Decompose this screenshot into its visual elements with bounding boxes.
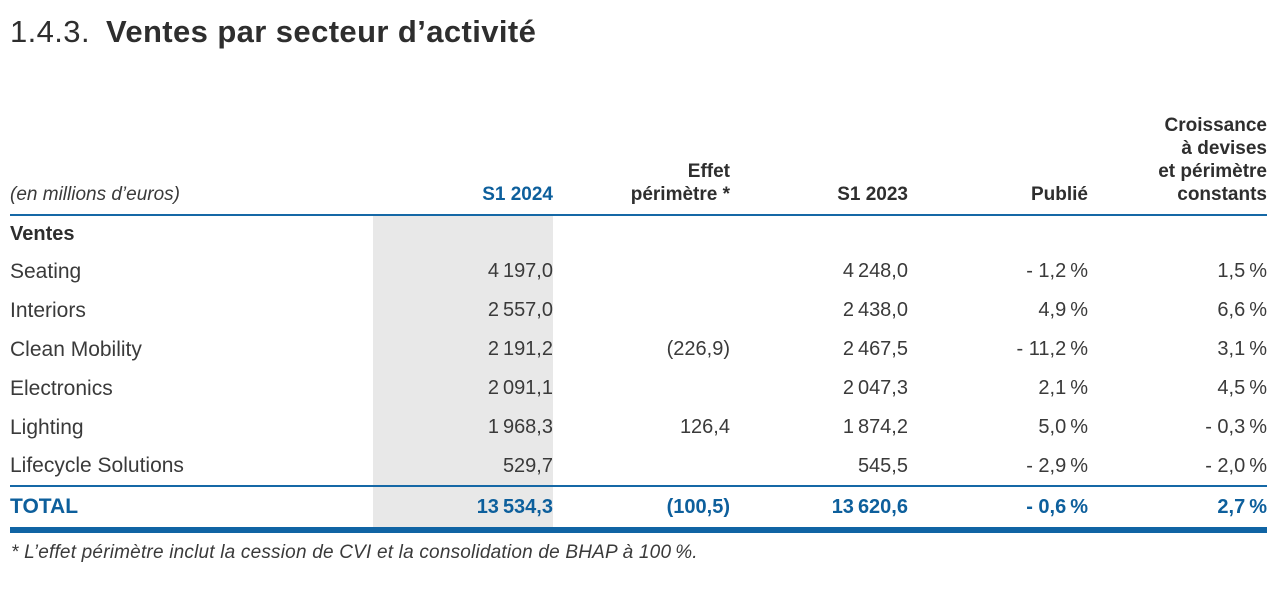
cell-s1-2023: 1 874,2	[842, 416, 908, 438]
cell-publie: - 1,2 %	[1026, 260, 1088, 282]
cell-s1-2023: 2 467,5	[842, 338, 908, 360]
cell-s1-2023: 545,5	[857, 454, 908, 477]
cell-s1-2024: 2 191,2	[373, 330, 553, 369]
section-row-label: Ventes	[10, 222, 75, 245]
cell-s1-2024: 2 557,0	[373, 291, 553, 330]
cell-effet-perimetre	[553, 369, 730, 408]
row-label: Electronics	[10, 376, 113, 400]
cell-publie: 5,0 %	[1038, 416, 1088, 438]
table-row: Lighting 1 968,3 126,4 1 874,2 5,0 % - 0…	[10, 408, 1267, 447]
cell-effet-perimetre: (226,9)	[666, 338, 730, 360]
empty-cell	[553, 215, 730, 252]
section-row: Ventes	[10, 215, 1267, 252]
empty-cell	[373, 215, 553, 252]
row-label: Seating	[10, 259, 82, 283]
total-croissance: 2,7 %	[1088, 485, 1267, 533]
section-title: Ventes par secteur d’activité	[105, 14, 537, 49]
cell-s1-2024: 1 968,3	[373, 408, 553, 447]
cell-croissance: 1,5 %	[1217, 260, 1267, 282]
cell-s1-2024: 4 197,0	[373, 252, 553, 291]
empty-cell	[730, 215, 908, 252]
cell-effet-perimetre	[553, 447, 730, 486]
cell-croissance: - 0,3 %	[1205, 416, 1267, 438]
cell-s1-2024: 529,7	[373, 447, 553, 486]
cell-publie: - 2,9 %	[1026, 454, 1088, 477]
empty-cell	[908, 215, 1088, 252]
footnote: * L’effet périmètre inclut la cession de…	[11, 542, 698, 563]
cell-croissance: - 2,0 %	[1205, 454, 1267, 477]
table-row: Lifecycle Solutions 529,7 545,5 - 2,9 % …	[10, 447, 1267, 486]
table-header: (en millions d’euros) S1 2024 Effet péri…	[10, 114, 1267, 216]
cell-s1-2024: 2 091,1	[373, 369, 553, 408]
table-row: Clean Mobility 2 191,2 (226,9) 2 467,5 -…	[10, 330, 1267, 369]
total-publie: - 0,6 %	[908, 485, 1088, 533]
table-row: Electronics 2 091,1 2 047,3 2,1 % 4,5 %	[10, 369, 1267, 408]
section-number: 1.4.3.	[10, 14, 90, 49]
cell-s1-2023: 4 248,0	[842, 260, 908, 282]
row-label: Lifecycle Solutions	[10, 454, 184, 477]
total-s1-2023: 13 620,6	[730, 485, 908, 533]
col-header-s1-2024: S1 2024	[373, 114, 553, 216]
total-row: TOTAL 13 534,3 (100,5) 13 620,6 - 0,6 % …	[10, 485, 1267, 533]
cell-croissance: 4,5 %	[1217, 377, 1267, 399]
unit-label: (en millions d’euros)	[10, 114, 373, 216]
row-label: Clean Mobility	[10, 337, 142, 361]
total-label: TOTAL	[10, 485, 373, 533]
total-effet-perimetre: (100,5)	[553, 485, 730, 533]
sales-by-sector-table: (en millions d’euros) S1 2024 Effet péri…	[10, 114, 1267, 533]
col-header-croissance: Croissance à devises et périmètre consta…	[1088, 114, 1267, 216]
cell-effet-perimetre: 126,4	[679, 416, 730, 438]
cell-publie: 2,1 %	[1038, 377, 1088, 399]
cell-publie: - 11,2 %	[1016, 338, 1088, 360]
cell-croissance: 6,6 %	[1217, 299, 1267, 321]
cell-publie: 4,9 %	[1038, 299, 1088, 321]
col-header-publie: Publié	[908, 114, 1088, 216]
table-row: Seating 4 197,0 4 248,0 - 1,2 % 1,5 %	[10, 252, 1267, 291]
table-body: Ventes Seating 4 197,0 4 248,0 - 1,2 % 1…	[10, 215, 1267, 533]
cell-s1-2023: 2 438,0	[842, 299, 908, 321]
cell-effet-perimetre	[553, 291, 730, 330]
row-label: Lighting	[10, 415, 84, 439]
col-header-s1-2023: S1 2023	[730, 114, 908, 216]
page-title: 1.4.3. Ventes par secteur d’activité	[10, 14, 1267, 50]
table-row: Interiors 2 557,0 2 438,0 4,9 % 6,6 %	[10, 291, 1267, 330]
total-s1-2024: 13 534,3	[373, 485, 553, 533]
cell-croissance: 3,1 %	[1217, 338, 1267, 360]
col-header-effet-perimetre: Effet périmètre *	[553, 114, 730, 216]
row-label: Interiors	[10, 298, 86, 322]
cell-s1-2023: 2 047,3	[842, 377, 908, 399]
empty-cell	[1088, 215, 1267, 252]
cell-effet-perimetre	[553, 252, 730, 291]
